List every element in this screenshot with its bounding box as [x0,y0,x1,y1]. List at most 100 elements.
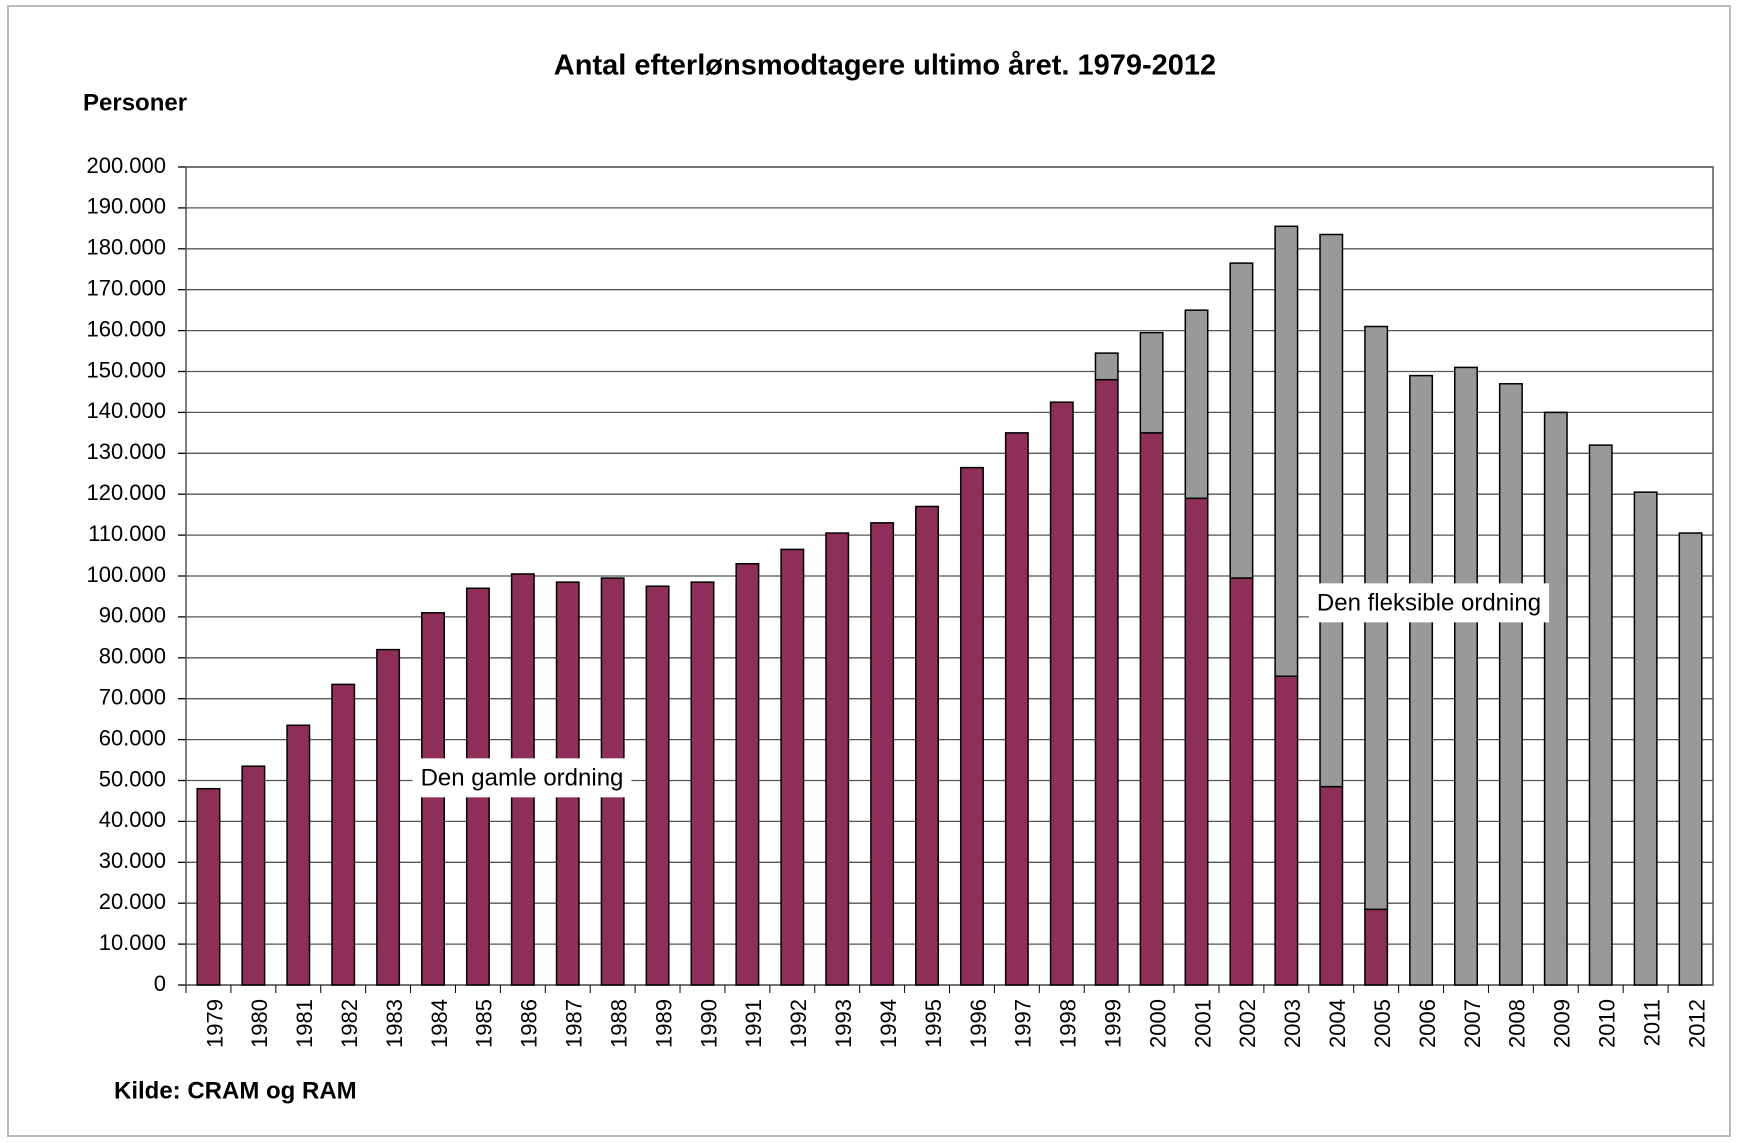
x-tick-label: 2006 [1415,999,1440,1048]
y-tick-label: 180.000 [86,235,166,260]
y-tick-label: 40.000 [99,807,166,832]
bar-segment [1139,432,1164,986]
x-tick-label: 1987 [562,999,587,1048]
bar-segment [780,548,805,986]
bar-segment [1678,532,1703,986]
series-label-bg [1308,583,1550,623]
y-tick-label: 190.000 [86,194,166,219]
x-tick-label: 1992 [786,999,811,1048]
y-tick-label: 110.000 [88,521,166,546]
bar-segment [1184,497,1209,986]
bar-segment [331,683,356,986]
bar-segment [1588,444,1613,986]
y-tick-label: 30.000 [99,848,166,873]
y-tick-label: 170.000 [86,276,166,301]
bar-segment [1094,352,1119,381]
x-tick-label: 2005 [1370,999,1395,1048]
x-tick-label: 1980 [247,999,272,1048]
bar-segment [690,581,715,986]
y-tick-label: 140.000 [86,398,166,423]
series-label-text: Den fleksible ordning [1317,589,1541,616]
x-tick-label: 2010 [1595,999,1620,1048]
y-tick-label: 120.000 [86,480,166,505]
x-tick-label: 1989 [651,999,676,1048]
x-tick-label: 1985 [472,999,497,1048]
y-tick-label: 10.000 [99,930,166,955]
bar-segment [1094,378,1119,986]
bar-segment [645,585,670,986]
y-tick-label: 20.000 [99,889,166,914]
series-label: Den gamle ordning [412,758,632,798]
x-tick-label: 1979 [202,999,227,1048]
y-tick-label: 0 [154,971,166,996]
x-tick-label: 1999 [1101,999,1126,1048]
series-label-text: Den gamle ordning [421,764,624,791]
bar-segment [1498,383,1523,986]
bar-segment [825,532,850,986]
bar-segment [241,765,266,986]
x-tick-label: 2003 [1280,999,1305,1048]
x-tick-label: 1988 [606,999,631,1048]
source: Kilde: CRAM og RAM [114,1077,357,1104]
y-axis-label: Personer [83,89,187,116]
y-tick-label: 100.000 [86,562,166,587]
y-tick-label: 80.000 [99,644,166,669]
y-tick-label: 90.000 [99,603,166,628]
x-tick-label: 1996 [966,999,991,1048]
x-tick-label: 2000 [1145,999,1170,1048]
series-label-bg [412,758,632,798]
x-tick-label: 1981 [292,999,317,1048]
x-tick-label: 1995 [921,999,946,1048]
x-tick-label: 1984 [427,999,452,1048]
y-tick-label: 50.000 [99,766,166,791]
x-tick-label: 1993 [831,999,856,1048]
x-tick-label: 2001 [1190,999,1215,1048]
x-tick-label: 1998 [1056,999,1081,1048]
x-tick-label: 1986 [517,999,542,1048]
x-tick-label: 1994 [876,999,901,1048]
x-tick-label: 1997 [1011,999,1036,1048]
bar-segment [1229,262,1254,579]
x-tick-label: 2007 [1460,999,1485,1048]
bar-segment [1409,374,1434,986]
x-tick-label: 2011 [1639,999,1664,1046]
series-label: Den fleksible ordning [1308,583,1550,623]
x-tick-label: 1991 [741,999,766,1048]
y-tick-label: 160.000 [86,316,166,341]
x-tick-label: 2012 [1684,999,1709,1048]
bar-segment [870,522,895,986]
bar-segment [1274,225,1299,677]
bar-segment [1319,233,1344,788]
bar-segment [1004,432,1029,986]
bar-segment [959,466,984,986]
bar-segment [1184,309,1209,500]
bar-segment [196,787,221,986]
bar-segment [735,562,760,986]
y-tick-label: 60.000 [99,725,166,750]
bar-segment [1543,411,1568,986]
y-tick-label: 130.000 [86,439,166,464]
y-tick-label: 70.000 [99,685,166,710]
y-tick-label: 150.000 [86,357,166,382]
bar-segment [286,724,311,986]
x-tick-label: 2009 [1550,999,1575,1048]
x-tick-label: 2002 [1235,999,1260,1048]
bar-segment [421,612,445,986]
bar-segment [1364,908,1389,986]
y-tick-label: 200.000 [86,153,166,178]
x-tick-label: 1990 [696,999,721,1048]
bar-segment [1633,491,1658,986]
x-tick-label: 2008 [1505,999,1530,1048]
bar-segment [1454,366,1478,986]
bar-segment [915,505,940,986]
x-tick-label: 1982 [337,999,362,1048]
bar-segment [1319,785,1344,986]
x-tick-label: 1983 [382,999,407,1048]
bar-segment [1274,675,1299,986]
x-tick-label: 2004 [1325,999,1350,1048]
bar-segment [1229,577,1254,986]
bar-segment [376,648,401,986]
bar-segment [1139,331,1164,434]
bar-segment [1049,401,1074,986]
